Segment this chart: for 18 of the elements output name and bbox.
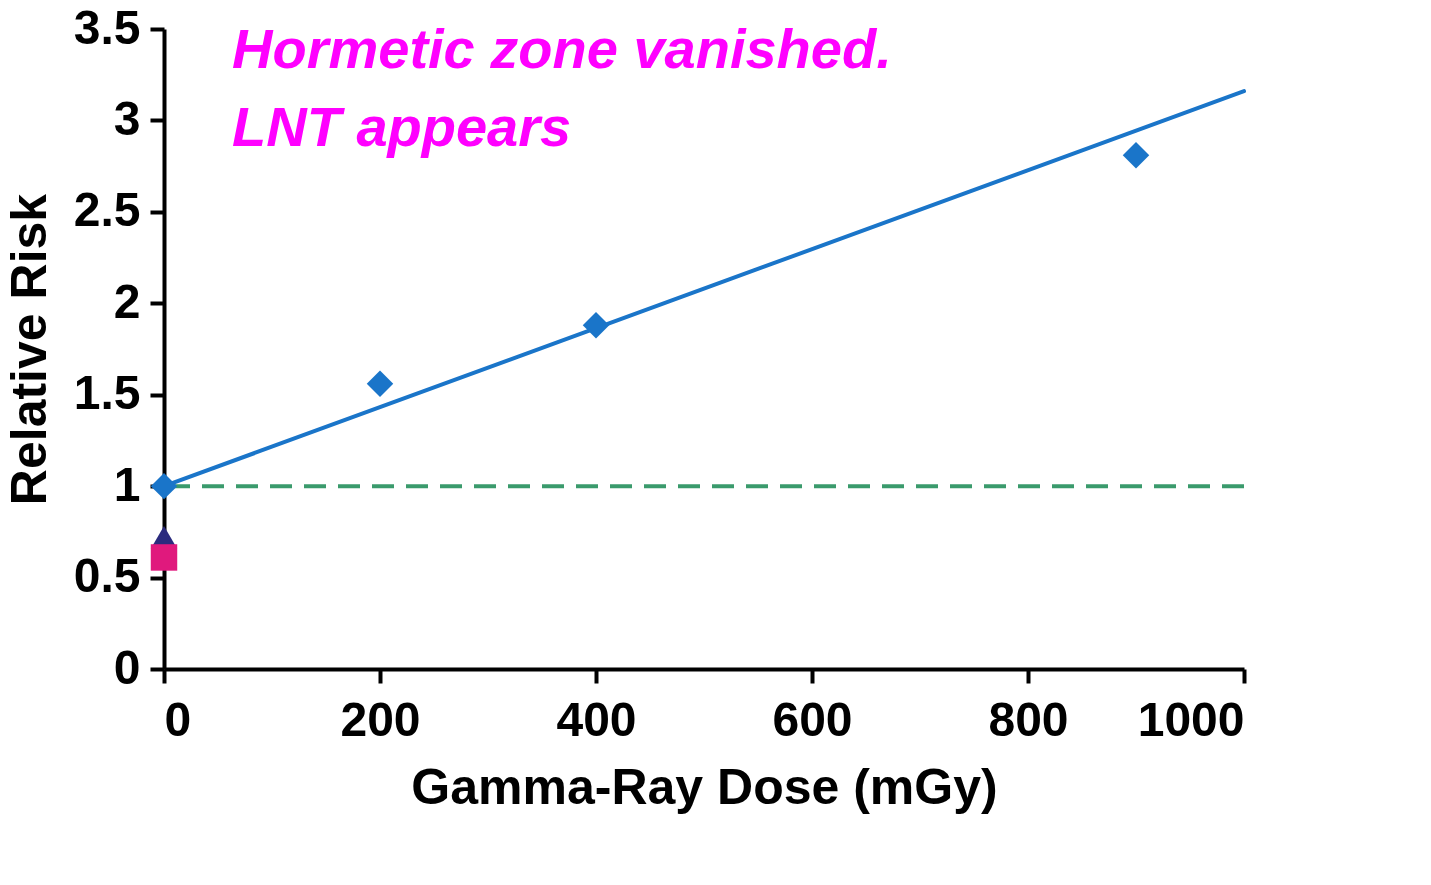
x-tick-label: 200	[340, 692, 421, 746]
x-tick-label: 1000	[1137, 692, 1245, 746]
y-tick-label: 1	[113, 457, 141, 511]
x-tick-label: 0	[164, 692, 192, 746]
y-tick-label: 3.5	[73, 0, 141, 54]
y-tick-label: 2	[113, 274, 141, 328]
x-tick-label: 600	[772, 692, 853, 746]
y-tick-label: 3	[113, 91, 141, 145]
y-tick-label: 2.5	[73, 183, 141, 237]
y-tick-label: 0.5	[73, 549, 141, 603]
y-tick-label: 0	[113, 640, 141, 694]
x-tick-label: 800	[988, 692, 1069, 746]
annotation: Hormetic zone vanished.	[232, 17, 892, 80]
x-tick-label: 400	[556, 692, 637, 746]
annotation: LNT appears	[232, 95, 572, 158]
y-axis-title: Relative Risk	[0, 193, 57, 506]
x-axis-title: Gamma-Ray Dose (mGy)	[411, 758, 998, 815]
y-tick-label: 1.5	[73, 366, 141, 420]
